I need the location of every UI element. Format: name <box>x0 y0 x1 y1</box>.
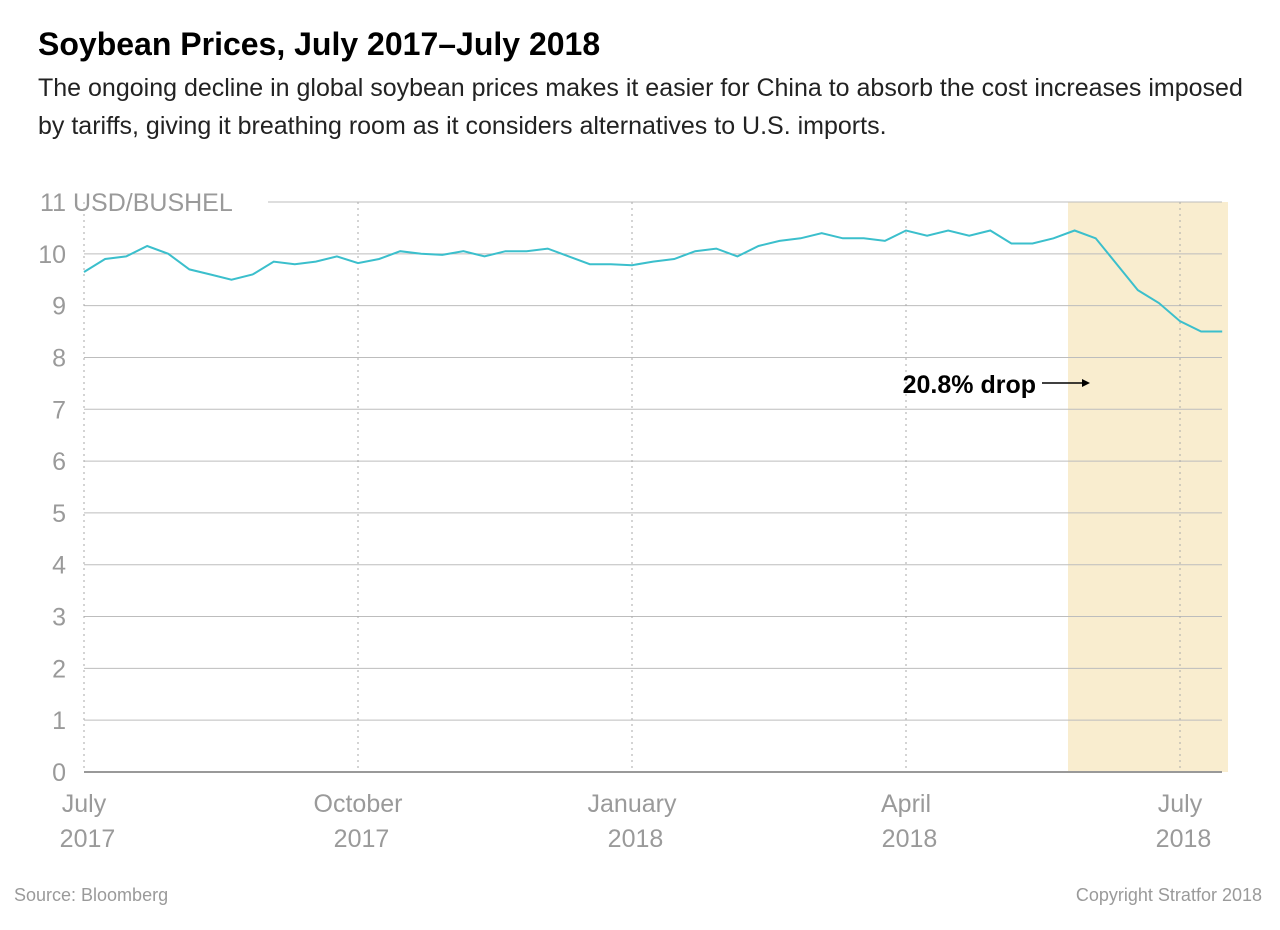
annotation: 20.8% drop <box>903 371 1036 399</box>
y-tick-label: 1 <box>52 707 66 735</box>
x-tick-label-line: 2017 <box>53 825 116 853</box>
y-tick-label: 4 <box>52 552 66 580</box>
y-tick-label: 8 <box>52 344 66 372</box>
x-tick-label: October 2017 <box>314 790 403 853</box>
y-tick-label: 5 <box>52 500 66 528</box>
y-tick-label: 11 <box>40 189 66 217</box>
x-tick-label: July 2017 <box>53 790 116 853</box>
copyright: Copyright Stratfor 2018 <box>1076 885 1262 905</box>
x-tick-label-line: 2018 <box>1149 825 1212 853</box>
source: Source: Bloomberg <box>14 885 168 905</box>
y-tick-label: 9 <box>52 293 66 321</box>
price-line <box>83 229 1223 333</box>
x-tick-label-line: October <box>314 790 403 818</box>
x-tick-label-line: 2017 <box>327 825 390 853</box>
y-tick-label: 3 <box>52 604 66 632</box>
header: Soybean Prices, July 2017–July 2018 The … <box>38 26 1263 145</box>
x-tick-label: April 2018 <box>875 790 938 853</box>
x-tick-label-line: 2018 <box>601 825 664 853</box>
x-tick-label-line: July <box>1158 790 1203 818</box>
y-tick-label: 0 <box>52 759 66 787</box>
x-tick-label-line: January <box>588 790 677 818</box>
y-axis-label: USD/BUSHEL <box>73 189 233 217</box>
chart-title: Soybean Prices, July 2017–July 2018 <box>38 26 601 62</box>
chart-subtitle: The ongoing decline in global soybean pr… <box>38 74 1243 140</box>
x-tick-label: July 2018 <box>1149 790 1212 853</box>
y-tick-label: 10 <box>38 241 66 269</box>
x-tick-label: January 2018 <box>588 790 677 853</box>
annotation-arrowhead <box>1082 379 1090 387</box>
x-tick-label-line: 2018 <box>875 825 938 853</box>
y-tick-label: 7 <box>52 396 66 424</box>
x-tick-label-line: July <box>62 790 107 818</box>
highlight-region <box>1068 202 1228 772</box>
y-tick-label: 2 <box>52 655 66 683</box>
y-tick-label: 6 <box>52 448 66 476</box>
x-tick-label-line: April <box>881 790 931 818</box>
